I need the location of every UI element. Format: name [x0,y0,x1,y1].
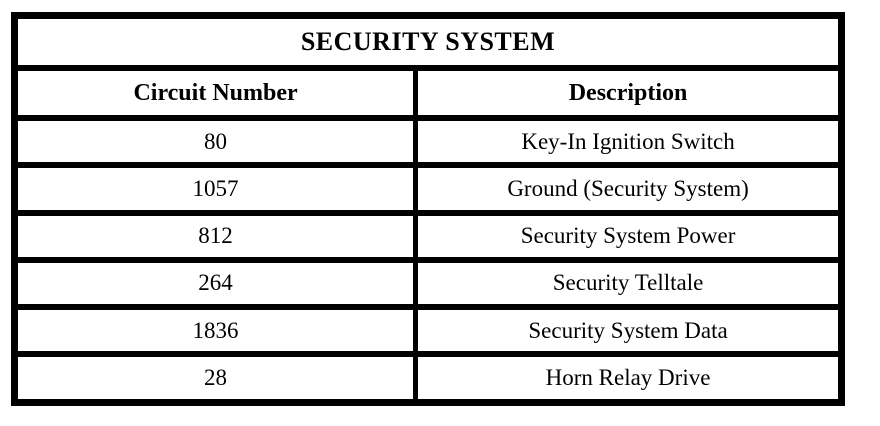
table-header-row: Circuit Number Description [11,65,844,121]
security-system-table: SECURITY SYSTEM Circuit Number Descripti… [11,12,845,406]
description-cell: Key-In Ignition Switch [413,114,844,169]
table-row: 264 Security Telltale [11,256,844,311]
description-cell: Horn Relay Drive [413,351,844,406]
table-row: 812 Security System Power [11,209,844,263]
table-title: SECURITY SYSTEM [12,12,844,71]
circuit-number-cell: 812 [11,209,419,263]
table-title-row: SECURITY SYSTEM [12,12,844,71]
table-row: 1836 Security System Data [11,304,844,358]
description-cell: Ground (Security System) [413,162,844,216]
table-body: 80 Key-In Ignition Switch 1057 Ground (S… [11,114,844,406]
circuit-number-cell: 264 [11,256,419,311]
circuit-number-cell: 28 [11,351,419,406]
description-cell: Security System Power [413,209,844,263]
table-row: 28 Horn Relay Drive [11,351,844,406]
description-cell: Security Telltale [413,256,844,311]
circuit-number-cell: 80 [11,114,419,169]
table-row: 1057 Ground (Security System) [11,162,844,216]
table-row: 80 Key-In Ignition Switch [11,114,844,169]
circuit-number-cell: 1057 [11,162,419,216]
column-header-description: Description [413,65,844,121]
security-system-table-frame: SECURITY SYSTEM Circuit Number Descripti… [11,12,845,406]
circuit-number-cell: 1836 [11,304,419,358]
description-cell: Security System Data [413,304,844,358]
column-header-circuit-number: Circuit Number [11,65,419,121]
